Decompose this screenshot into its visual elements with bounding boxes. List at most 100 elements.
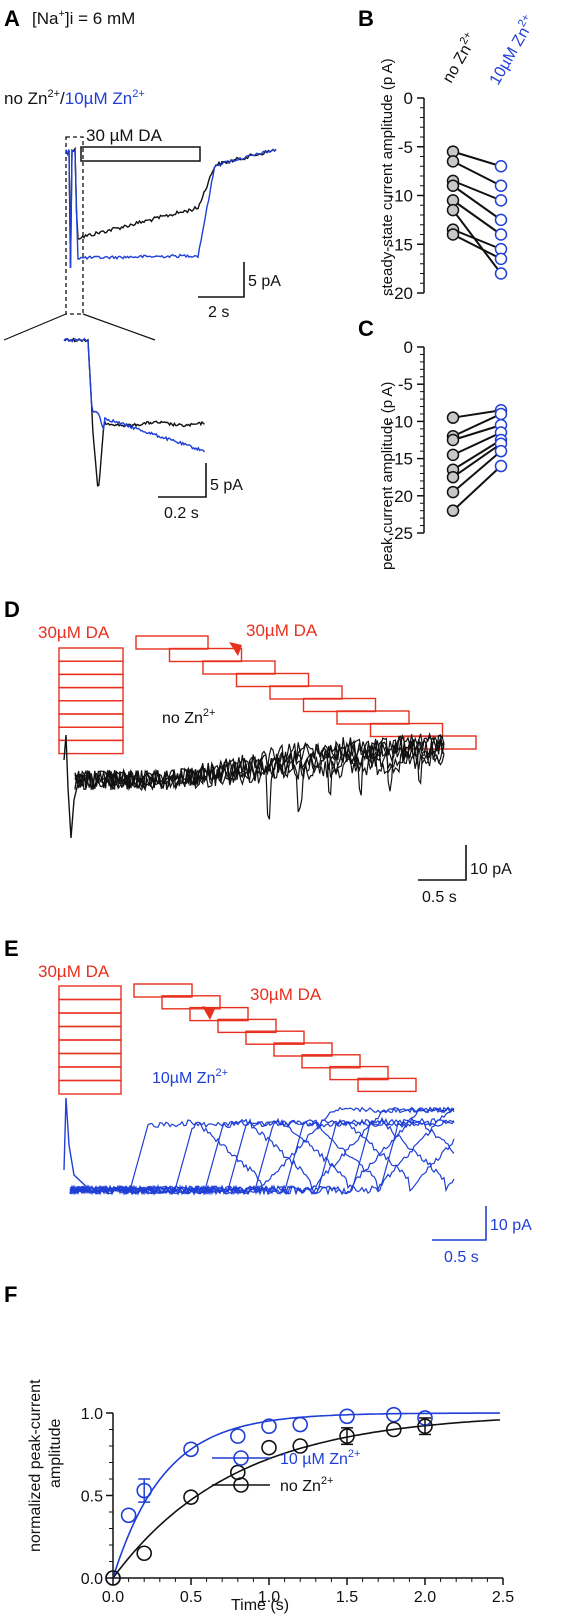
- drug-pulse-pair: [245, 1030, 305, 1045]
- scale-x-label: 2 s: [208, 304, 229, 321]
- pair-line: [452, 413, 502, 438]
- x-tick-label: 2.5: [492, 1589, 514, 1606]
- drug-pulse-pair: [235, 672, 310, 688]
- drug-label: 30 µM DA: [86, 126, 163, 145]
- point-no-zn: [446, 411, 460, 424]
- y-tick-label: -15: [388, 450, 413, 469]
- data-point: [183, 1489, 199, 1505]
- drug-pulse: [58, 1079, 122, 1095]
- panel-f-ylabel-line1: normalized peak-current: [27, 1379, 44, 1552]
- panel-c: C peak current amplitude (p A) 0 -5 -10 -15…: [358, 316, 508, 570]
- trace-a-zn: [65, 148, 277, 269]
- y-tick-label: -5: [398, 375, 413, 394]
- drug-pulse: [58, 713, 124, 728]
- drug-pulse-pair: [301, 1054, 361, 1069]
- panel-d: D 30µM DA 30µM DA no Zn2+ 10 pA 0.5 s: [4, 597, 512, 906]
- pair-line: [452, 409, 502, 419]
- panel-e-label: E: [4, 936, 19, 961]
- point-zn: [494, 160, 508, 173]
- point-zn: [494, 267, 508, 280]
- panel-d-drug-staircase: [135, 635, 477, 750]
- pair-line: [452, 450, 502, 493]
- data-point: [261, 1439, 277, 1456]
- y-tick-label: -5: [398, 138, 413, 157]
- panel-f-ylabel-line2: amplitude: [47, 1419, 64, 1488]
- y-tick-label: -20: [388, 284, 413, 303]
- y-tick-label: -10: [388, 412, 413, 431]
- panel-e: E 30µM DA 30µM DA 10µM Zn2+ 10 pA 0.5 s: [4, 936, 532, 1266]
- drug-pulse: [58, 998, 122, 1014]
- x-tick-label: 1.0: [258, 1589, 280, 1606]
- point-zn: [494, 194, 508, 207]
- data-point: [292, 1438, 309, 1454]
- point-no-zn: [446, 179, 460, 192]
- panel-d-drug-right: 30µM DA: [246, 621, 318, 640]
- drug-pulse: [58, 726, 124, 742]
- scale-y-label: 5 pA: [248, 273, 281, 290]
- panel-d-scale-bar: [418, 845, 467, 881]
- scale-bar-a: [198, 262, 245, 298]
- drug-pulse-pair: [161, 995, 221, 1010]
- drug-pulse-pair: [302, 697, 377, 713]
- legend-no-zn-marker: [233, 1477, 249, 1493]
- data-point: [105, 1570, 121, 1586]
- x-tick-label: 0.0: [102, 1589, 124, 1606]
- drug-pulse: [58, 1012, 122, 1028]
- panel-a-label: A: [4, 6, 20, 31]
- drug-pulse-pair: [369, 722, 444, 738]
- x-tick-label: 2.0: [414, 1589, 436, 1606]
- drug-pulse: [58, 1039, 122, 1055]
- panel-f-label: F: [4, 1282, 17, 1307]
- data-point: [183, 1441, 199, 1458]
- zoom-line-right: [82, 313, 156, 341]
- data-point: [136, 1482, 152, 1499]
- pair-line: [452, 442, 502, 479]
- y-tick-label: -10: [388, 187, 413, 206]
- drug-pulse-pair: [217, 1018, 277, 1034]
- panel-f-xlabel: Time (s): [231, 1597, 289, 1614]
- point-zn: [494, 444, 508, 458]
- point-zn: [494, 252, 508, 266]
- y-tick-label: 1.0: [81, 1406, 103, 1423]
- panel-a: A [Na+]i = 6 mM no Zn2+/10µM Zn2+ 30 µM …: [3, 6, 281, 522]
- panel-f: F normalized peak-current amplitude Time…: [4, 1282, 514, 1614]
- data-point: [339, 1408, 355, 1425]
- point-no-zn: [446, 448, 460, 462]
- trace-e-sweep: [69, 1119, 455, 1196]
- panel-c-data: [446, 403, 508, 517]
- drug-pulse-pair: [269, 685, 343, 700]
- panel-f-fits: [112, 1412, 500, 1579]
- panel-b-label: B: [358, 6, 374, 31]
- pair-line: [452, 179, 502, 202]
- trace-e-initial: [63, 1097, 91, 1191]
- point-no-zn: [446, 228, 460, 241]
- drug-pulse: [58, 739, 124, 755]
- panel-e-drug-right: 30µM DA: [250, 985, 322, 1004]
- panel-e-drug-stack: [58, 985, 122, 1095]
- point-zn: [494, 179, 508, 192]
- y-tick-label: -25: [388, 524, 413, 543]
- panel-c-y-axis: 0 -5 -10 -15 -20 -25: [388, 338, 425, 543]
- drug-pulse: [58, 686, 124, 702]
- pair-line: [452, 150, 502, 168]
- panel-b-data: [446, 145, 508, 280]
- drug-pulse: [58, 700, 124, 715]
- panel-d-drug-left: 30µM DA: [38, 623, 110, 642]
- drug-pulse-pair: [329, 1065, 389, 1081]
- category-no-zn-label: no Zn2+: [437, 30, 481, 86]
- panel-a-concentration: [Na+]i = 6 mM: [32, 8, 135, 28]
- pair-line: [452, 199, 502, 236]
- y-tick-label: 0: [404, 89, 413, 108]
- pair-line: [452, 184, 502, 221]
- point-no-zn: [446, 504, 460, 517]
- y-tick-label: 0.5: [81, 1489, 103, 1506]
- trace-e-sweep: [69, 1106, 455, 1195]
- pair-line: [452, 465, 502, 512]
- pair-line: [452, 439, 502, 471]
- panel-f-points: [105, 1406, 433, 1586]
- trace-d-sweep: [74, 740, 445, 792]
- drug-pulse: [58, 985, 122, 1001]
- panel-e-drug-staircase: [133, 983, 417, 1093]
- drug-pulse-pair: [202, 660, 276, 675]
